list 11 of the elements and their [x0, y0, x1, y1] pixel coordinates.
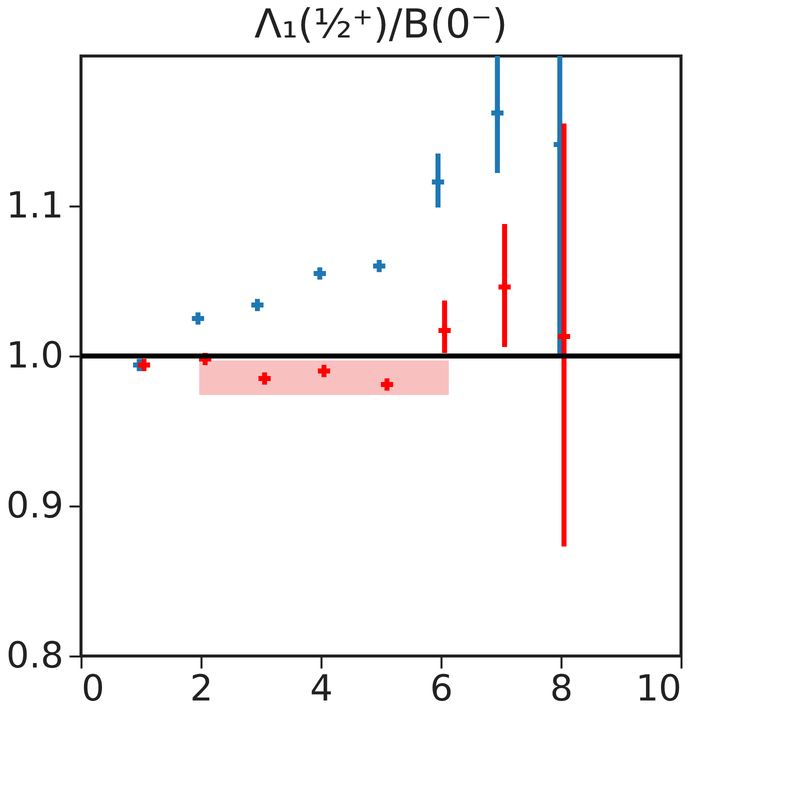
x-tick-label: 10 — [636, 668, 682, 710]
y-tick-label: 1.1 — [6, 186, 64, 226]
y-tick-label: 0.9 — [6, 486, 64, 526]
x-tick-label: 2 — [190, 668, 213, 710]
y-tick-label: 0.8 — [6, 636, 64, 676]
x-tick-label: 6 — [430, 668, 453, 710]
y-tick-label: 1.0 — [6, 336, 64, 376]
chart-title: Λ₁(½⁺)/B(0⁻) — [254, 2, 508, 48]
x-tick-label: 8 — [550, 668, 573, 710]
x-tick-label: 4 — [310, 668, 333, 710]
x-tick-label: 0 — [82, 668, 104, 710]
